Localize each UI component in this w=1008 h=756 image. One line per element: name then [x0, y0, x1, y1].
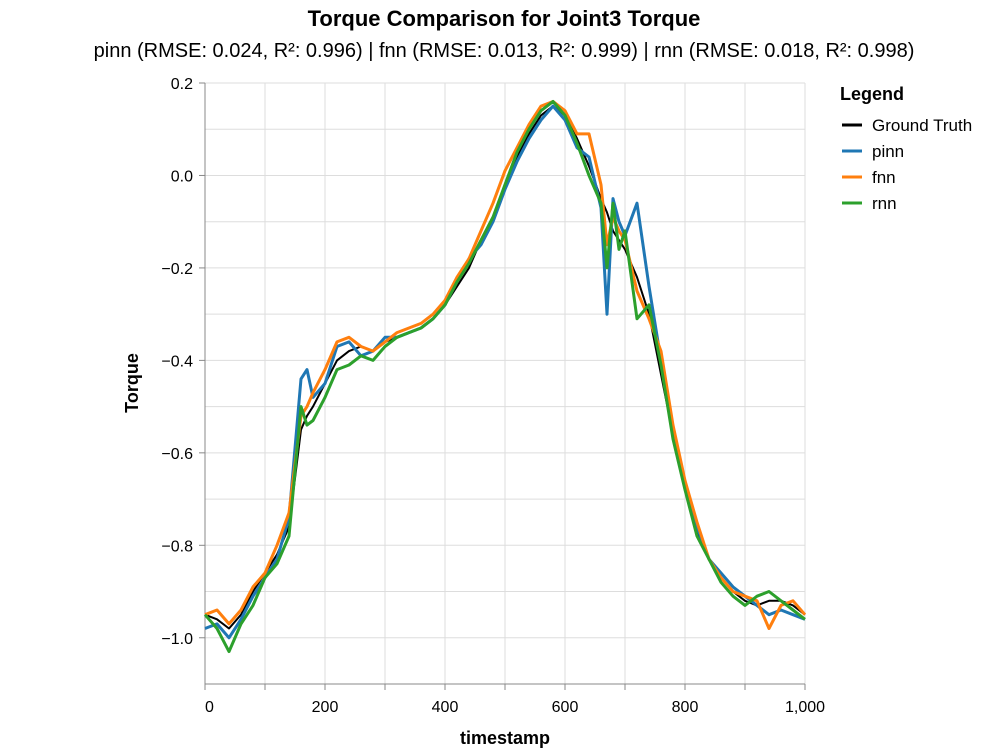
- y-tick-label: −0.6: [161, 446, 193, 463]
- y-tick-label: 0.2: [171, 76, 193, 93]
- legend-label-fnn: fnn: [872, 168, 896, 187]
- legend-label-pinn: pinn: [872, 142, 904, 161]
- x-tick-label: 400: [432, 699, 459, 716]
- y-tick-label: 0.0: [171, 168, 193, 185]
- x-axis-title: timestamp: [460, 728, 550, 748]
- chart-subtitle: pinn (RMSE: 0.024, R²: 0.996) | fnn (RMS…: [93, 40, 915, 62]
- series-line-rnn: [203, 100, 806, 654]
- legend-label-ground-truth: Ground Truth: [872, 116, 972, 135]
- y-tick-label: −1.0: [161, 631, 193, 648]
- y-tick-label: −0.8: [161, 538, 193, 555]
- series-line-fnn: [204, 100, 807, 630]
- x-tick-label: 0: [205, 699, 214, 716]
- legend-label-rnn: rnn: [872, 194, 897, 213]
- x-tick-label: 800: [672, 699, 699, 716]
- x-tick-label: 1,000: [785, 699, 825, 716]
- series: [203, 100, 807, 654]
- chart-title: Torque Comparison for Joint3 Torque: [307, 6, 701, 31]
- y-tick-label: −0.2: [161, 261, 193, 278]
- y-axis-title: Torque: [122, 353, 142, 413]
- axes: 0 200 400 600 800 1,000 0.2 0.0 −0.2 −0.4 −0.6 −0.8…: [161, 76, 825, 716]
- x-tick-label: 600: [552, 699, 579, 716]
- y-tick-label: −0.4: [161, 353, 193, 370]
- x-tick-label: 200: [312, 699, 339, 716]
- legend-title: Legend: [840, 84, 904, 104]
- legend: Legend Ground Truth pinn fnn rnn: [840, 84, 972, 213]
